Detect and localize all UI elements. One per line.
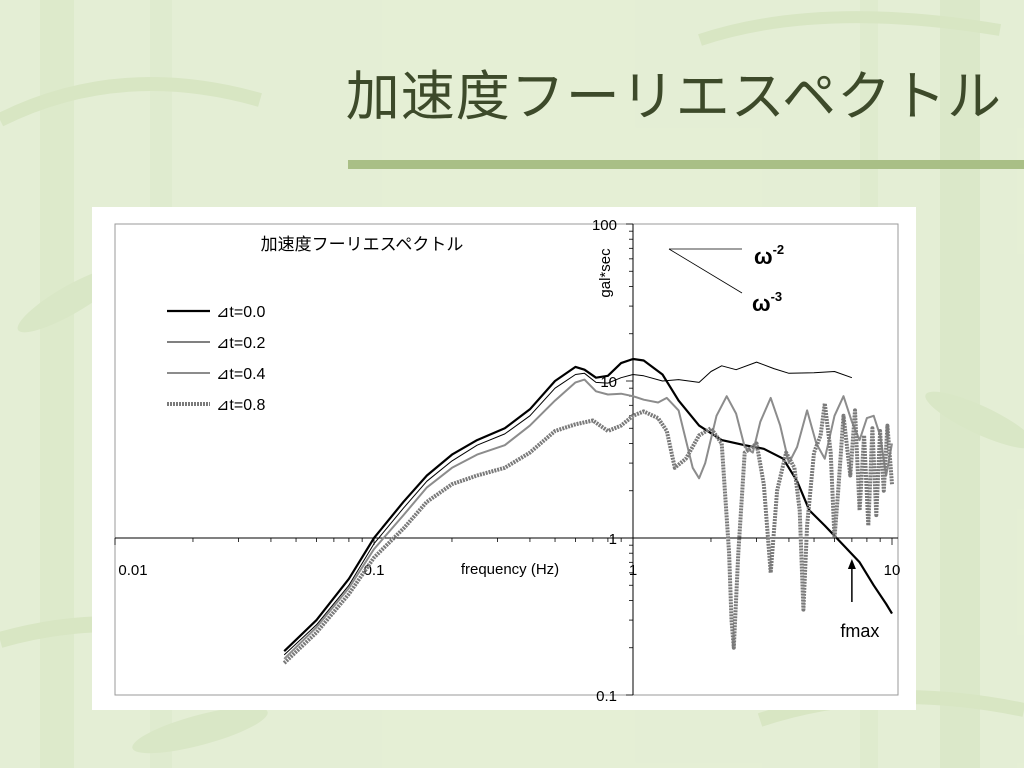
slide-title: 加速度フーリエスペクトル <box>345 65 1002 128</box>
chart-title: 加速度フーリエスペクトル <box>261 235 464 254</box>
x-tick-label: 10 <box>884 562 901 579</box>
x-axis-label: frequency (Hz) <box>461 561 559 578</box>
slope-indicators: ω-2 ω-3 <box>668 242 784 316</box>
series-line-0 <box>283 357 893 652</box>
legend-label-3: ⊿t=0.8 <box>216 397 266 414</box>
legend-label-1: ⊿t=0.2 <box>216 335 266 352</box>
slope-label-omega-3: ω-3 <box>752 289 782 316</box>
series-line-1 <box>283 361 853 656</box>
y-tick-label: 0.1 <box>596 688 617 705</box>
fmax-arrow-head <box>847 559 856 569</box>
plot-area-border <box>114 223 899 696</box>
y-tick-label: 100 <box>592 217 617 234</box>
y-axis-label: gal*sec <box>597 248 614 298</box>
chart-panel: 0.01 0.1 1 10 100 10 1 0.1 ⊿t=0.0 ⊿t=0.2 ⊿t=0.4 ⊿t… <box>92 207 916 710</box>
series-line-3 <box>282 401 894 665</box>
title-divider <box>348 160 1024 169</box>
y-tick-label: 1 <box>609 531 617 548</box>
slope-label-omega-2: ω-2 <box>754 242 784 269</box>
legend-label-0: ⊿t=0.0 <box>216 304 266 321</box>
x-tick-label: 1 <box>629 562 637 579</box>
legend-label-2: ⊿t=0.4 <box>216 366 266 383</box>
fmax-label: fmax <box>840 621 879 641</box>
series-group <box>282 357 894 665</box>
legend: ⊿t=0.0 ⊿t=0.2 ⊿t=0.4 ⊿t=0.8 <box>167 304 266 414</box>
fmax-annotation: fmax <box>840 559 879 641</box>
series-line-2 <box>283 378 893 660</box>
slope-line-omega-3 <box>668 248 743 294</box>
x-tick-label: 0.1 <box>364 562 385 579</box>
x-tick-label: 0.01 <box>118 562 147 579</box>
